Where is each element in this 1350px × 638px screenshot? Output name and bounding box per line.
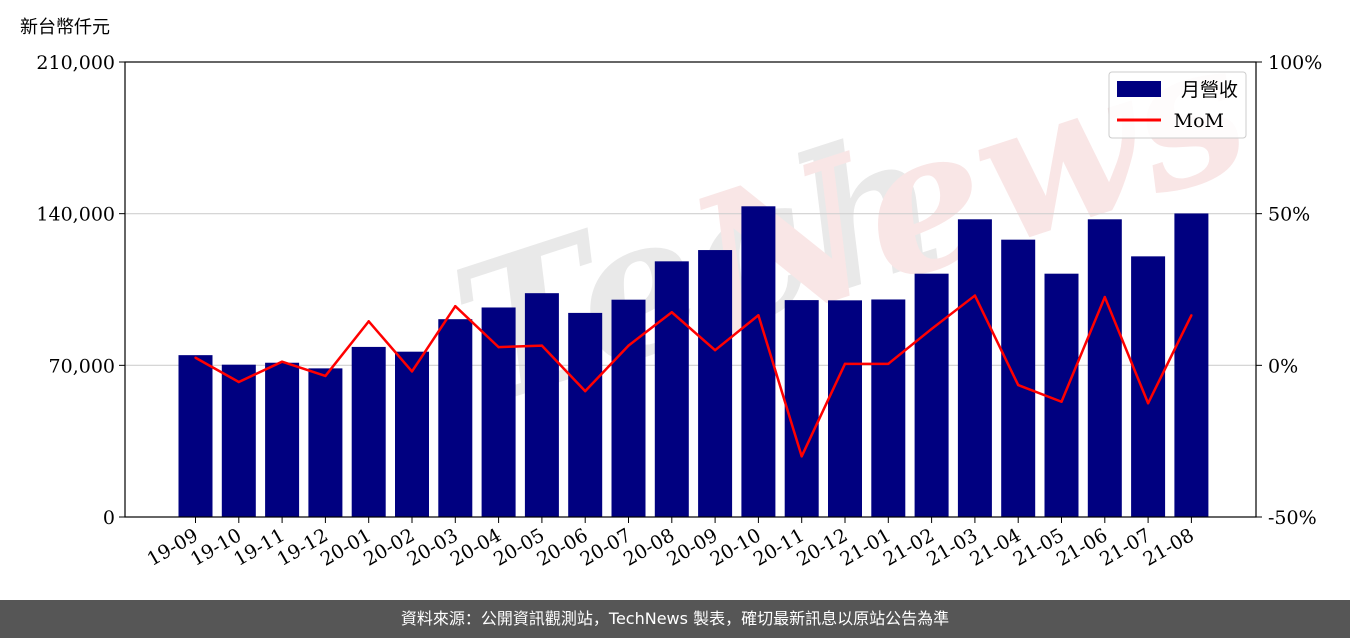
mom-point xyxy=(1190,314,1193,317)
mom-point xyxy=(497,345,500,349)
mom-point xyxy=(1017,383,1020,387)
mom-point xyxy=(1060,400,1063,403)
legend-label-mom: MoM xyxy=(1174,110,1224,132)
revenue-bar xyxy=(828,300,862,517)
source-footer: 資料來源：公開資訊觀測站，TechNews 製表，確切最新訊息以原站公告為準 xyxy=(0,600,1350,638)
y-right-tick-label: 50% xyxy=(1268,204,1310,226)
y-right-tick-label: 0% xyxy=(1268,355,1298,377)
revenue-bar xyxy=(1174,213,1209,517)
mom-point xyxy=(930,327,933,331)
mom-point xyxy=(843,362,847,366)
revenue-bar xyxy=(1044,273,1079,517)
revenue-bar xyxy=(1087,219,1122,518)
mom-point xyxy=(540,344,544,347)
revenue-bar xyxy=(568,312,603,517)
mom-point xyxy=(973,294,977,297)
revenue-bar xyxy=(481,307,516,517)
revenue-bar xyxy=(265,362,300,517)
x-tick-label: 21-08 xyxy=(1139,524,1197,570)
revenue-bar xyxy=(395,351,429,517)
revenue-bar xyxy=(221,364,256,517)
y-left-tick-label: 140,000 xyxy=(36,204,115,226)
mom-point xyxy=(280,360,284,363)
revenue-bar xyxy=(438,319,473,517)
chart-svg: Tech News 070,000140,000210,000-50%0%50%… xyxy=(20,0,1322,571)
mom-point xyxy=(410,370,414,373)
mom-point xyxy=(627,344,630,347)
revenue-bar xyxy=(741,206,776,518)
mom-line xyxy=(194,294,1193,458)
legend: 月營收 MoM xyxy=(1108,71,1247,139)
mom-point xyxy=(194,356,197,359)
mom-point xyxy=(713,348,717,352)
revenue-bar xyxy=(1131,256,1166,517)
bar-layer xyxy=(178,206,1209,518)
revenue-chart: Tech News 070,000140,000210,000-50%0%50%… xyxy=(20,0,1322,571)
mom-point xyxy=(800,455,803,458)
revenue-bar xyxy=(698,250,733,518)
revenue-bar xyxy=(351,346,386,517)
revenue-bar xyxy=(784,300,819,517)
mom-point xyxy=(367,320,370,323)
revenue-bar xyxy=(524,293,559,517)
plot-frame xyxy=(124,61,1257,518)
mom-point xyxy=(1103,295,1107,299)
mom-point xyxy=(237,380,240,384)
y-right-tick-label: 100% xyxy=(1268,52,1322,74)
revenue-bar xyxy=(611,299,646,517)
unit-label: 新台幣仟元 xyxy=(20,17,110,38)
legend-swatch-revenue xyxy=(1117,81,1161,97)
mom-point xyxy=(584,389,587,393)
mom-point xyxy=(670,311,673,314)
y-left-tick-label: 210,000 xyxy=(36,52,115,74)
revenue-bar xyxy=(654,261,689,517)
mom-point xyxy=(887,362,890,366)
revenue-bar xyxy=(308,368,343,517)
mom-point xyxy=(757,314,760,317)
line-layer xyxy=(194,294,1193,458)
y-left-tick-label: 70,000 xyxy=(49,355,115,377)
mom-point xyxy=(454,304,457,308)
legend-label-revenue: 月營收 xyxy=(1181,79,1238,101)
revenue-bar xyxy=(957,219,992,518)
y-right-tick-label: -50% xyxy=(1268,507,1317,529)
revenue-bar xyxy=(871,299,906,517)
y-left-tick-label: 0 xyxy=(103,507,115,529)
revenue-bar xyxy=(1001,239,1036,517)
mom-point xyxy=(324,374,327,378)
source-text: 資料來源：公開資訊觀測站，TechNews 製表，確切最新訊息以原站公告為準 xyxy=(400,609,950,628)
mom-point xyxy=(1146,402,1150,405)
revenue-bar xyxy=(178,355,213,517)
revenue-bar xyxy=(914,273,949,517)
